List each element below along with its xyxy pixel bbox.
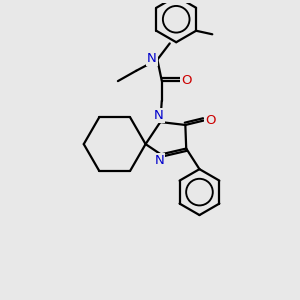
Text: N: N bbox=[147, 52, 157, 64]
Text: O: O bbox=[205, 114, 215, 127]
Text: O: O bbox=[181, 74, 192, 87]
Text: N: N bbox=[154, 109, 164, 122]
Text: N: N bbox=[154, 154, 164, 167]
